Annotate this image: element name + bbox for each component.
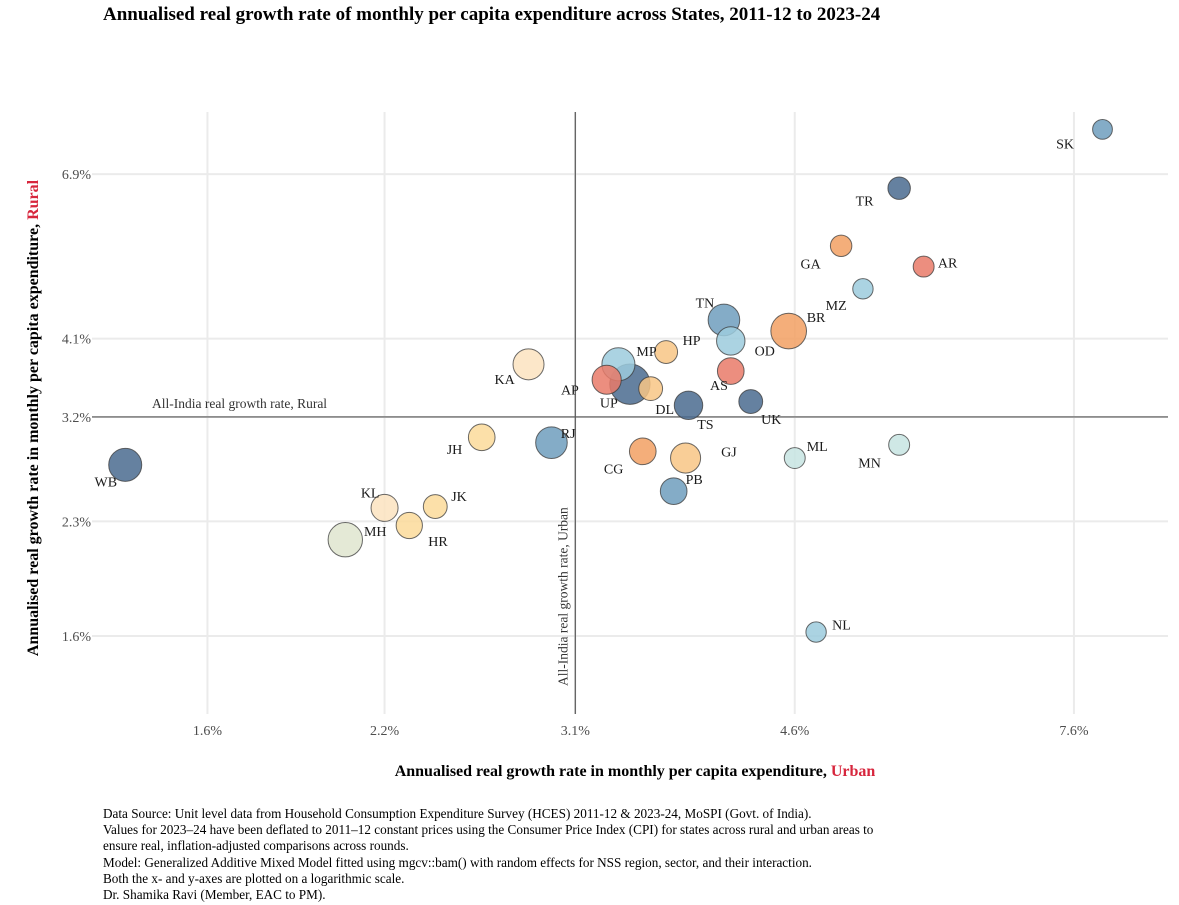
label-tn: TN	[696, 296, 715, 311]
point-jh	[467, 423, 496, 452]
point-uk	[738, 389, 764, 414]
note-line: Model: Generalized Additive Mixed Model …	[103, 854, 812, 870]
label-mz: MZ	[826, 299, 847, 314]
x-tick-label: 2.2%	[370, 724, 400, 739]
y-tick-label: 3.2%	[62, 411, 92, 426]
label-hr: HR	[428, 535, 448, 550]
point-mz	[852, 278, 874, 300]
x-tick-label: 4.6%	[780, 724, 810, 739]
point-labels: SK TR GA AR MZ TN BR OD HP MP KA AP UP DL AS TS UK JH RJ CG…	[95, 138, 1074, 634]
point-od2	[716, 357, 745, 385]
data-points	[108, 118, 1113, 643]
y-axis-label: Annualised real growth rate in monthly p…	[25, 179, 42, 657]
label-pb: PB	[686, 473, 703, 488]
point-ka	[512, 348, 545, 381]
note-line: Values for 2023–24 have been deflated to…	[103, 822, 874, 838]
label-ar: AR	[938, 256, 958, 271]
axis-ticks: 1.6% 2.2% 3.1% 4.6% 7.6% 1.6% 2.3% 3.2% 4.1% 6.9%	[62, 168, 1089, 739]
point-sk	[1092, 118, 1113, 140]
point-pb	[659, 477, 688, 506]
point-hr	[395, 511, 423, 540]
x-tick-label: 1.6%	[193, 724, 223, 739]
point-ar	[912, 255, 935, 278]
label-uk: UK	[761, 413, 781, 428]
point-od	[716, 326, 746, 356]
rural-reference-label: All-India real growth rate, Rural	[152, 396, 327, 411]
y-tick-label: 1.6%	[62, 630, 92, 645]
x-tick-label: 3.1%	[561, 724, 591, 739]
label-cg: CG	[604, 462, 623, 477]
point-ml	[783, 447, 806, 469]
point-nl	[805, 621, 827, 643]
point-rj	[535, 426, 568, 459]
label-tr: TR	[856, 194, 875, 209]
label-wb: WB	[95, 475, 118, 490]
label-up: UP	[600, 396, 618, 411]
point-as	[673, 390, 704, 421]
note-line: Dr. Shamika Ravi (Member, EAC to PM).	[103, 887, 326, 903]
label-jk: JK	[451, 490, 467, 505]
label-od: OD	[755, 344, 775, 359]
point-jk	[422, 494, 448, 519]
label-mn: MN	[858, 457, 881, 472]
point-ga	[829, 234, 853, 258]
label-ap: AP	[561, 384, 579, 399]
label-kl: KL	[361, 486, 380, 501]
x-axis-label-accent: Urban	[830, 763, 876, 780]
label-ts: TS	[697, 418, 713, 433]
point-cg	[628, 437, 657, 466]
y-tick-label: 6.9%	[62, 168, 92, 183]
label-mh: MH	[364, 525, 387, 540]
point-ap	[591, 364, 622, 395]
point-dl	[638, 376, 664, 402]
grid-lines	[92, 112, 1168, 714]
chart-title: Annualised real growth rate of monthly p…	[103, 4, 881, 25]
point-mh	[327, 522, 363, 558]
point-hp	[654, 340, 679, 364]
label-ml: ML	[807, 440, 828, 455]
y-tick-label: 4.1%	[62, 333, 92, 348]
x-axis-label: Annualised real growth rate in monthly p…	[394, 763, 876, 780]
label-sk: SK	[1056, 138, 1074, 153]
label-hp: HP	[683, 334, 701, 349]
point-gj	[670, 442, 702, 474]
point-mn	[888, 433, 911, 456]
label-gj: GJ	[721, 445, 737, 460]
label-ga: GA	[801, 258, 822, 273]
note-line: ensure real, inflation-adjusted comparis…	[103, 838, 409, 854]
label-rj: RJ	[561, 427, 576, 442]
y-tick-label: 2.3%	[62, 515, 92, 530]
label-br: BR	[807, 311, 826, 326]
note-line: Both the x- and y-axes are plotted on a …	[103, 870, 405, 886]
y-axis-label-accent: Rural	[25, 179, 42, 220]
label-jh: JH	[447, 443, 463, 458]
point-tr	[887, 176, 911, 200]
source-notes: Data Source: Unit level data from Househ…	[103, 806, 873, 903]
point-wb	[108, 447, 143, 482]
x-tick-label: 7.6%	[1059, 724, 1089, 739]
urban-reference-label: All-India real growth rate, Urban	[555, 507, 570, 686]
point-br	[770, 312, 808, 350]
label-nl: NL	[832, 618, 851, 633]
label-ka: KA	[494, 373, 515, 388]
label-mp: MP	[636, 345, 656, 360]
note-line: Data Source: Unit level data from Househ…	[103, 806, 812, 821]
point-kl	[370, 493, 399, 522]
label-dl: DL	[655, 403, 674, 418]
label-as: AS	[710, 379, 728, 394]
reference-lines: All-India real growth rate, Rural All-Ind…	[92, 112, 1168, 714]
